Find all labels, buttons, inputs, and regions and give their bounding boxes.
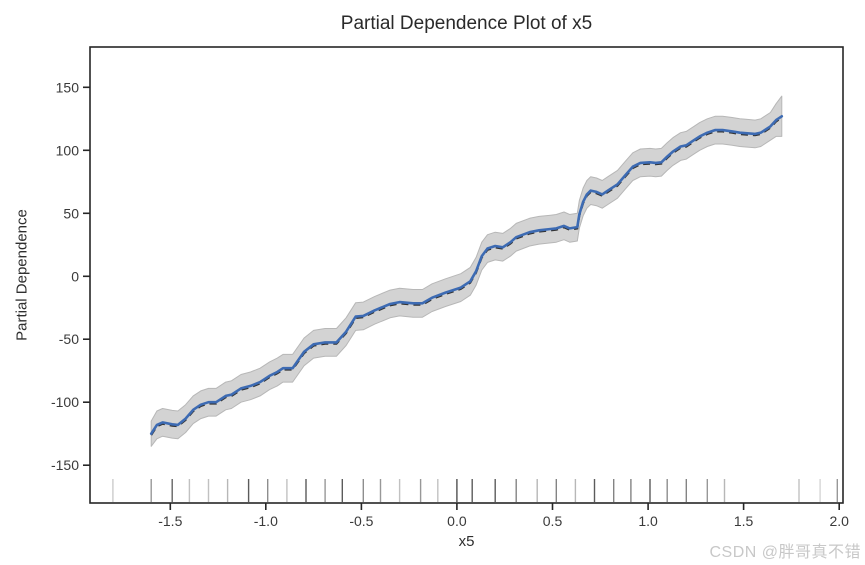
y-tick-label: -100 xyxy=(51,394,79,410)
x-tick-label: 1.0 xyxy=(638,513,658,529)
x-tick-label: 2.0 xyxy=(829,513,849,529)
y-tick-label: 150 xyxy=(56,79,80,95)
y-tick-label: 0 xyxy=(71,268,79,284)
x-tick-label: -0.5 xyxy=(349,513,373,529)
pdp-center-dashed-line xyxy=(150,116,783,436)
y-tick-label: -50 xyxy=(59,331,79,347)
confidence-band xyxy=(150,95,783,447)
pdp-line xyxy=(149,115,784,436)
x-tick-label: -1.5 xyxy=(158,513,182,529)
y-tick-label: 50 xyxy=(63,205,79,221)
x-axis-label: x5 xyxy=(458,533,475,550)
chart-title: Partial Dependence Plot of x5 xyxy=(340,13,593,34)
y-tick-label: 100 xyxy=(56,142,80,158)
x-tick-label: 0.5 xyxy=(543,513,563,529)
x-tick-label: 0.0 xyxy=(447,513,467,529)
watermark-text: CSDN @胖哥真不错 xyxy=(709,544,861,561)
x-tick-label: -1.0 xyxy=(254,513,278,529)
y-tick-label: -150 xyxy=(51,457,79,473)
x-tick-label: 1.5 xyxy=(734,513,754,529)
plot-frame xyxy=(89,46,844,504)
